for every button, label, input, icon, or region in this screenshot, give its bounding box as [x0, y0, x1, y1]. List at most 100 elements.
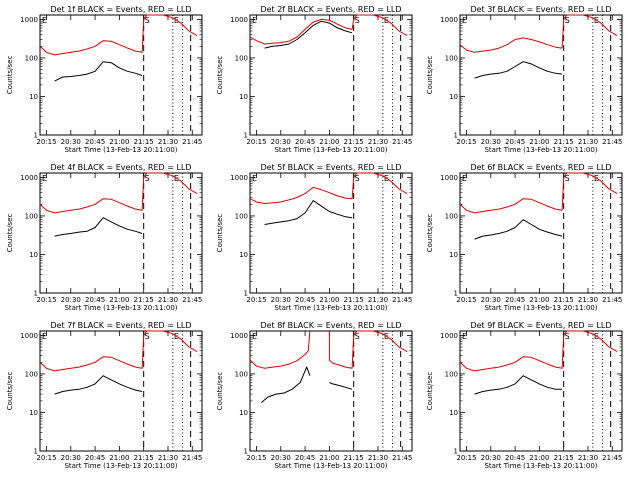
x-tick-label: 20:45	[295, 454, 315, 462]
plot-frame	[459, 330, 623, 452]
y-tick-label: 1000	[230, 16, 248, 24]
x-tick-label: 20:15	[246, 138, 266, 146]
events-series-line	[474, 375, 563, 395]
y-axis-label: Counts/sec	[6, 372, 14, 411]
x-tick-label: 21:00	[319, 296, 339, 304]
x-tick-label: 20:30	[271, 454, 291, 462]
x-tick-label: 21:45	[602, 138, 622, 146]
y-tick-label: 100	[235, 54, 248, 62]
chart-panel: Det 5f BLACK = Events, RED = LLD 1 10 100 10…	[216, 163, 413, 312]
event-marker-label: E	[252, 16, 257, 25]
event-marker-label: S	[145, 174, 150, 183]
y-axis-label: Counts/sec	[6, 56, 14, 95]
x-tick-label: 20:45	[295, 296, 315, 304]
event-marker-label: E	[252, 332, 257, 341]
y-tick-label: 100	[235, 212, 248, 220]
y-tick-label: 100	[445, 54, 458, 62]
chart-title: Det 6f BLACK = Events, RED = LLD	[470, 163, 611, 172]
chart-title: Det 3f BLACK = Events, RED = LLD	[470, 5, 611, 14]
lld-series-line	[459, 172, 618, 214]
event-marker-label: S	[565, 332, 570, 341]
y-tick-label: 100	[25, 54, 38, 62]
x-tick-label: 20:45	[85, 454, 105, 462]
x-tick-label: 20:15	[456, 296, 476, 304]
y-tick-label: 1000	[440, 332, 458, 340]
y-tick-label: 10	[239, 409, 248, 417]
y-tick-label: 1000	[440, 174, 458, 182]
x-tick-label: 20:15	[456, 454, 476, 462]
y-tick-label: 10	[239, 251, 248, 259]
x-tick-label: 21:30	[578, 138, 598, 146]
event-marker-label: E	[462, 16, 467, 25]
x-tick-label: 20:45	[85, 296, 105, 304]
event-marker-label: S	[355, 16, 360, 25]
plot-frame	[249, 172, 413, 294]
event-marker-label: S	[565, 174, 570, 183]
y-tick-label: 10	[449, 251, 458, 259]
chart-title: Det 4f BLACK = Events, RED = LLD	[50, 163, 191, 172]
x-tick-label: 21:00	[529, 138, 549, 146]
x-tick-label: 20:15	[456, 138, 476, 146]
x-axis-label: Start Time (13-Feb-13 20:11:00)	[64, 462, 177, 470]
event-marker-label: E	[42, 16, 47, 25]
lld-series-line	[249, 14, 408, 45]
plot-frame	[39, 172, 203, 294]
x-tick-label: 20:30	[271, 138, 291, 146]
y-tick-label: 10	[239, 93, 248, 101]
x-axis-label: Start Time (13-Feb-13 20:11:00)	[484, 146, 597, 154]
lld-series-line	[249, 172, 408, 204]
x-tick-label: 21:30	[158, 296, 178, 304]
x-tick-label: 21:00	[109, 138, 129, 146]
y-tick-label: 1000	[20, 16, 38, 24]
event-marker-label: S	[355, 332, 360, 341]
x-tick-label: 21:30	[158, 138, 178, 146]
y-tick-label: 1	[454, 290, 458, 298]
y-tick-label: 1	[34, 448, 38, 456]
x-tick-label: 21:15	[344, 138, 364, 146]
chart-panel: Det 3f BLACK = Events, RED = LLD 1 10 100 10…	[426, 5, 623, 154]
x-axis-label: Start Time (13-Feb-13 20:11:00)	[274, 462, 387, 470]
x-tick-label: 20:30	[481, 454, 501, 462]
y-axis-label: Counts/sec	[216, 56, 224, 95]
x-tick-label: 21:30	[578, 454, 598, 462]
x-tick-label: 21:00	[109, 454, 129, 462]
x-tick-label: 21:15	[554, 454, 574, 462]
x-tick-label: 20:45	[85, 138, 105, 146]
events-series-line	[474, 61, 563, 79]
lld-series-line	[39, 330, 198, 372]
event-marker-label: S	[145, 16, 150, 25]
x-tick-label: 21:15	[134, 138, 154, 146]
x-tick-label: 21:45	[602, 454, 622, 462]
x-tick-label: 20:30	[61, 138, 81, 146]
plot-frame	[39, 14, 203, 136]
events-series-line	[260, 366, 353, 403]
y-tick-label: 1	[454, 132, 458, 140]
x-tick-label: 21:45	[182, 454, 202, 462]
x-tick-label: 21:15	[554, 296, 574, 304]
x-tick-label: 20:30	[61, 296, 81, 304]
y-axis-label: Counts/sec	[6, 214, 14, 253]
chart-panel: Det 7f BLACK = Events, RED = LLD 1 10 100 10…	[6, 321, 203, 470]
x-tick-label: 20:15	[36, 296, 56, 304]
lld-series-line	[459, 14, 618, 53]
plot-frame	[459, 172, 623, 294]
x-tick-label: 20:15	[246, 296, 266, 304]
x-tick-label: 20:30	[61, 454, 81, 462]
x-tick-label: 20:45	[505, 296, 525, 304]
x-tick-label: 21:45	[392, 138, 412, 146]
x-tick-label: 21:30	[368, 138, 388, 146]
x-tick-label: 20:15	[36, 454, 56, 462]
y-tick-label: 1000	[20, 332, 38, 340]
plot-frame	[249, 330, 413, 452]
x-axis-label: Start Time (13-Feb-13 20:11:00)	[484, 462, 597, 470]
x-axis-label: Start Time (13-Feb-13 20:11:00)	[274, 146, 387, 154]
event-marker-label: E	[42, 332, 47, 341]
y-tick-label: 1000	[440, 16, 458, 24]
chart-panel: Det 6f BLACK = Events, RED = LLD 1 10 100 10…	[426, 163, 623, 312]
event-marker-label: S	[145, 332, 150, 341]
y-tick-label: 100	[235, 370, 248, 378]
x-tick-label: 21:15	[554, 138, 574, 146]
y-tick-label: 1000	[230, 174, 248, 182]
y-tick-label: 10	[29, 251, 38, 259]
